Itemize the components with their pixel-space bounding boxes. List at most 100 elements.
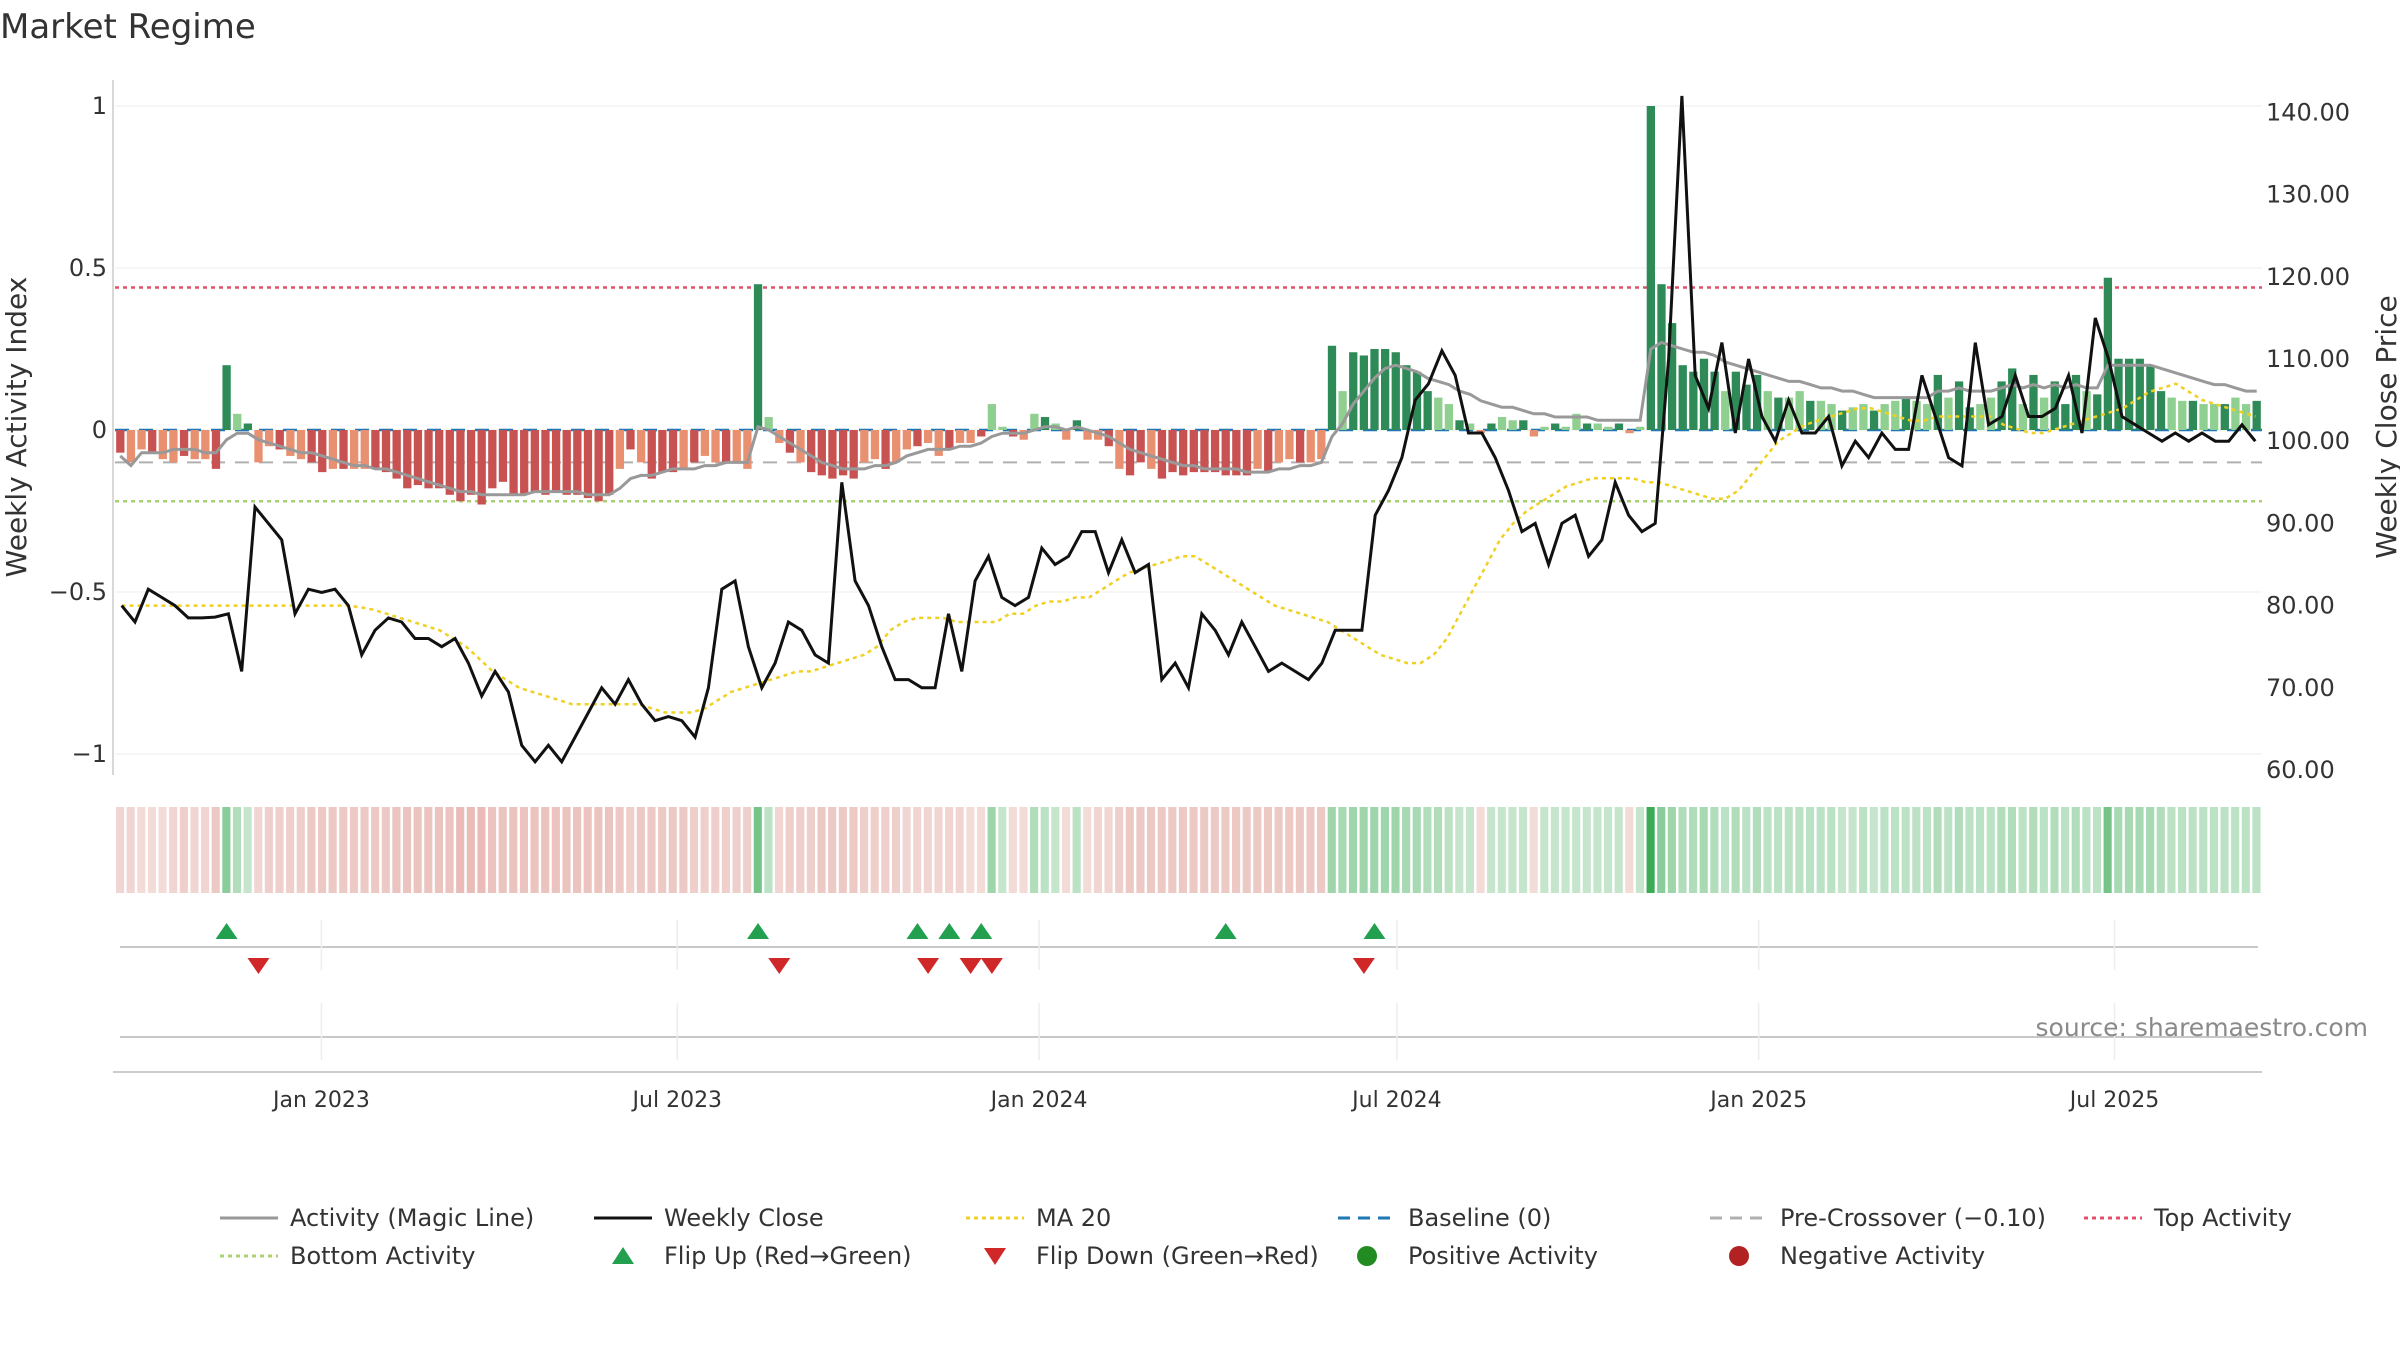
activity-bars [116,106,2261,505]
regime-strip-cell [1391,807,1400,893]
activity-bar [2252,400,2261,430]
regime-strip-cell [2092,807,2102,893]
regime-strip-cell [1625,807,1634,893]
regime-strip-cell [668,807,677,893]
activity-bar [1721,391,1730,430]
legend-label: Baseline (0) [1408,1204,1551,1232]
activity-bar [445,430,454,495]
regime-strip-cell [955,807,964,893]
activity-bar [1604,426,1613,430]
flip-up-marker [215,923,238,939]
activity-bar [722,430,731,463]
activity-bar [1667,323,1677,430]
regime-strip-cell [488,807,497,893]
regime-strip-cell [307,807,316,893]
regime-strip-cell [1157,807,1166,893]
activity-bar [1179,430,1188,476]
regime-strip-cell [2241,807,2250,893]
activity-bar [1412,371,1422,430]
activity-bar [2018,404,2027,430]
activity-bar [1338,391,1347,430]
activity-bar [328,430,338,469]
legend-label: Top Activity [2153,1204,2292,1232]
regime-strip-cell [2167,807,2176,893]
regime-strip-cell [1774,807,1783,893]
regime-strip-cell [2188,807,2197,893]
regime-strip-cell [679,807,688,893]
regime-strip-cell [1380,807,1389,893]
regime-strip-cell [2199,807,2208,893]
regime-strip-cell [1593,807,1602,893]
activity-bar [1444,404,1454,430]
series-lines [119,95,2257,765]
regime-strip-cell [636,807,645,893]
activity-bar [1731,371,1741,430]
legend-label: Activity (Magic Line) [290,1204,534,1232]
activity-bar [1030,413,1039,430]
regime-strip-cell [1710,807,1719,893]
activity-bar [2231,397,2240,430]
activity-bar [2241,404,2251,430]
regime-strip-cell [1476,807,1485,893]
regime-strip-cell [1572,807,1581,893]
regime-strip-cell [509,807,518,893]
regime-strip-cell [2156,807,2165,893]
flip-up-marker [906,923,929,939]
regime-strip-cell [1253,807,1262,893]
chart-title: Market Regime [0,7,256,47]
activity-bar [1083,430,1092,440]
activity-bar [1933,374,1942,430]
regime-strip-cell [158,807,167,893]
regime-strip-cell [1742,807,1751,893]
legend-swatch [1729,1246,1749,1266]
regime-strip-cell [732,807,741,893]
legend-label: Weekly Close [664,1204,824,1232]
activity-bar [679,430,688,469]
activity-bar [1147,430,1156,469]
regime-strip-cell [1412,807,1421,893]
activity-bar [222,365,231,430]
regime-strip-cell [1816,807,1825,893]
regime-strip-cell [1221,807,1230,893]
activity-bar [1317,430,1326,460]
activity-bar [1529,430,1539,437]
legend-item: MA 20 [966,1204,1111,1232]
x-tick-label: Jan 2023 [271,1088,370,1113]
regime-strip-cell [987,807,996,893]
activity-bar [1923,404,1932,430]
regime-strip-cell [562,807,571,893]
legend-swatch [612,1247,634,1264]
regime-strip-cell [1561,807,1570,893]
activity-bar [1816,400,1826,430]
left-tick-label: −0.5 [49,578,107,606]
activity-bar [254,430,263,463]
regime-strip-cell [594,807,603,893]
activity-bar [2199,404,2208,430]
activity-bar [955,430,965,443]
legend-item: Baseline (0) [1338,1204,1551,1232]
regime-strip-cell [721,807,730,893]
activity-bar [1774,397,1783,430]
flip-down-marker [959,958,982,974]
activity-bar [1221,430,1230,476]
regime-strip-cell [1997,807,2006,893]
activity-bar [1763,391,1772,430]
activity-bar [2167,397,2176,430]
activity-bar [1264,430,1273,473]
activity-bar [1455,420,1464,430]
activity-bar [2114,358,2123,430]
activity-bar [1040,417,1050,430]
activity-bar [1072,420,1082,430]
legend-label: Negative Activity [1780,1242,1985,1270]
activity-bar [169,430,178,463]
activity-bar [1519,420,1528,430]
activity-bar [1646,106,1655,430]
activity-bar [1944,397,1953,430]
regime-strip-cell [456,807,465,893]
regime-strip-cell [519,807,529,893]
regime-strip-cell [828,807,837,893]
regime-strip-cell [2177,807,2187,893]
regime-strip-cell [275,807,284,893]
regime-strip-cell [1497,807,1506,893]
